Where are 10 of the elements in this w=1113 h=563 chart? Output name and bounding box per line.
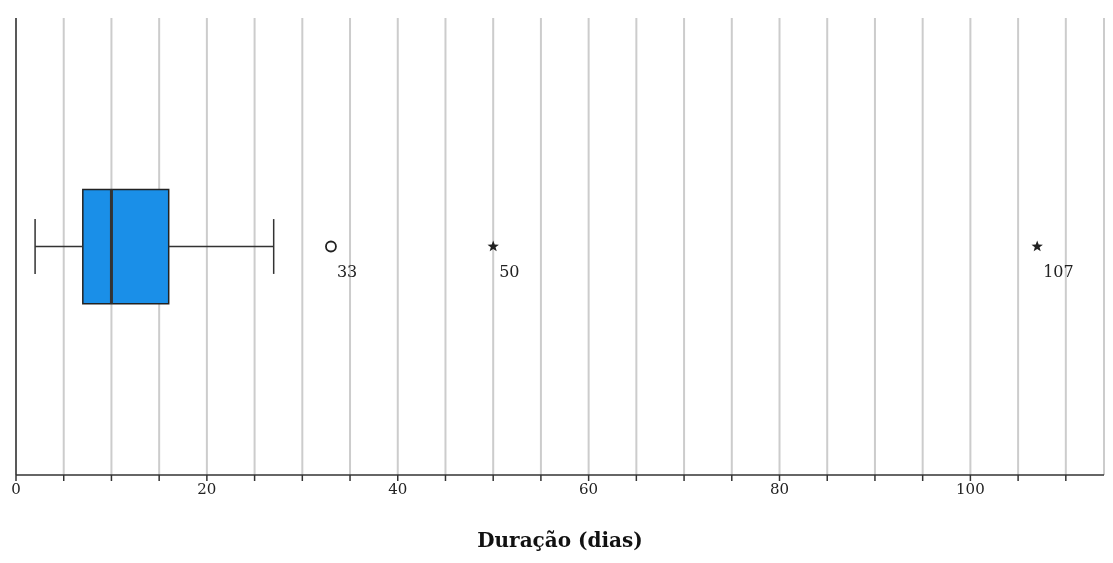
x-tick-label: 20 <box>197 479 217 498</box>
x-tick-label: 60 <box>579 479 599 498</box>
x-tick-label: 0 <box>11 479 21 498</box>
x-tick-label: 80 <box>769 479 790 498</box>
annotation: 107 <box>1043 261 1074 281</box>
x-axis-title: Duração (dias) <box>477 528 643 552</box>
x-tick-label: 40 <box>388 479 408 498</box>
x-tick-label: 100 <box>956 479 985 498</box>
annotation: 33 <box>336 261 358 281</box>
annotation: 50 <box>499 261 520 281</box>
